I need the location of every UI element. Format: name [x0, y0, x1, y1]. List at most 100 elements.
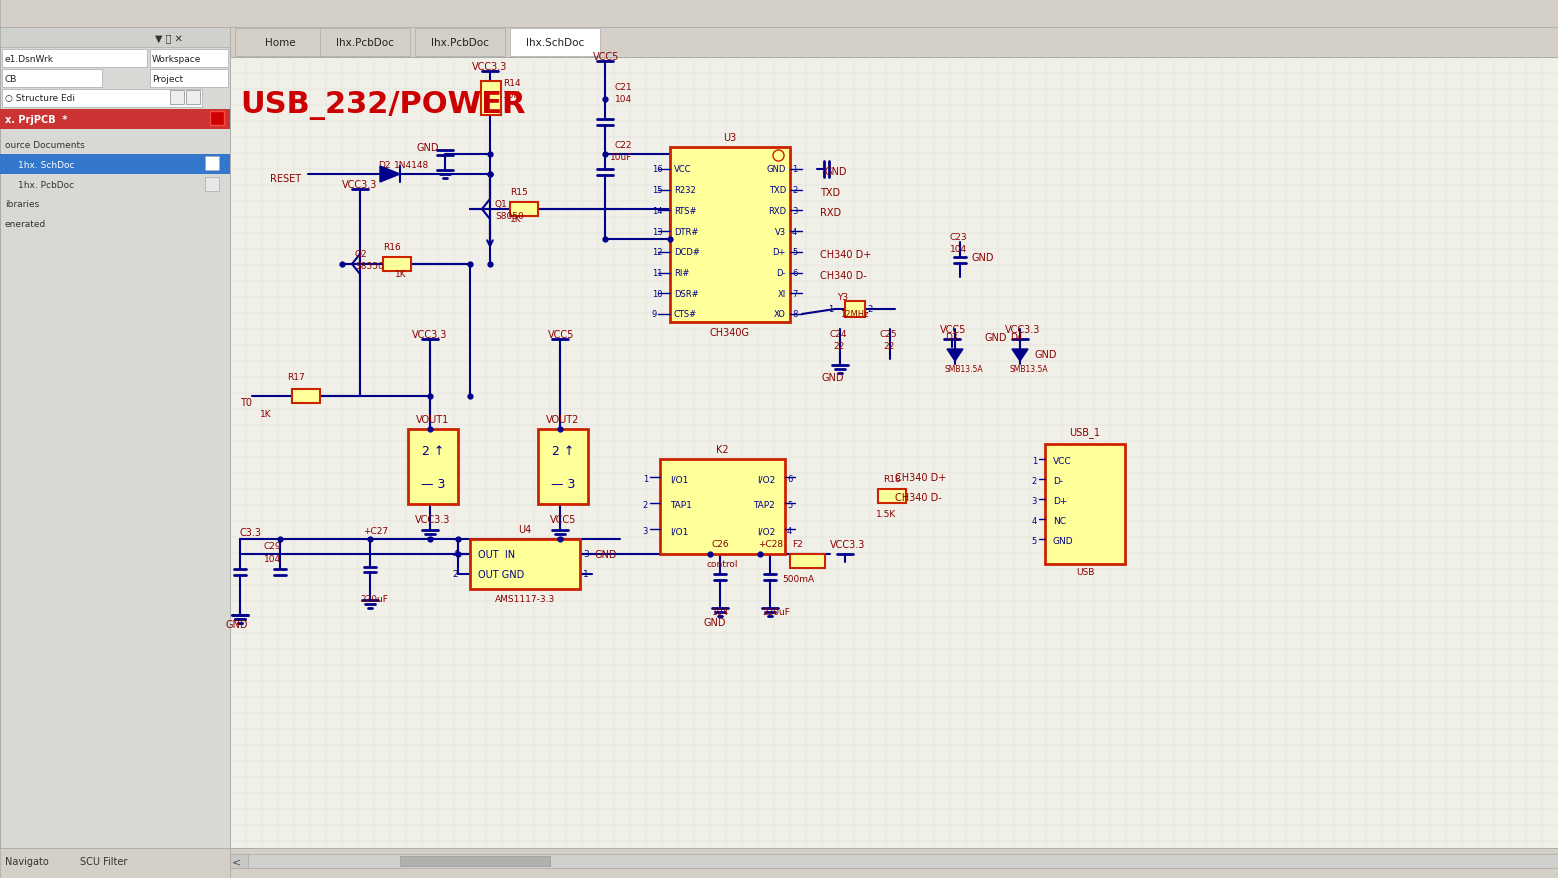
Text: C23: C23 — [950, 233, 968, 242]
Bar — [2, 90, 203, 108]
Text: DTR#: DTR# — [675, 227, 698, 236]
Text: ▼ 🗘 ✕: ▼ 🗘 ✕ — [154, 33, 182, 43]
Text: TAP2: TAP2 — [753, 501, 774, 510]
Text: 104: 104 — [615, 96, 633, 104]
Bar — [538, 429, 587, 505]
Text: VCC5: VCC5 — [594, 52, 620, 62]
Text: GND: GND — [985, 333, 1008, 342]
Text: 1K: 1K — [260, 410, 271, 419]
Text: VCC3.3: VCC3.3 — [411, 329, 447, 340]
Bar — [150, 50, 227, 68]
Text: 1: 1 — [1031, 457, 1038, 466]
Text: U3: U3 — [723, 133, 737, 143]
Text: 1: 1 — [583, 570, 589, 579]
Text: 4: 4 — [787, 527, 793, 536]
Text: 4: 4 — [1031, 517, 1038, 526]
Text: C25: C25 — [880, 330, 897, 339]
Text: R15: R15 — [509, 188, 528, 198]
Text: OUT GND: OUT GND — [478, 569, 523, 579]
Text: VCC3.3: VCC3.3 — [343, 180, 377, 190]
Text: GND: GND — [595, 550, 617, 559]
Bar — [2, 70, 101, 88]
Text: U4: U4 — [519, 524, 531, 535]
Text: GND: GND — [821, 372, 844, 383]
Text: SCU Filter: SCU Filter — [79, 856, 128, 866]
Text: D2: D2 — [379, 161, 391, 169]
Text: 11: 11 — [651, 269, 662, 277]
Text: AMS1117-3.3: AMS1117-3.3 — [495, 594, 555, 604]
Text: x. PrjPCB  *: x. PrjPCB * — [5, 115, 67, 125]
Text: C21: C21 — [615, 83, 633, 92]
Text: 5: 5 — [1031, 536, 1038, 546]
Text: TXD: TXD — [820, 188, 840, 198]
Text: R18: R18 — [883, 475, 901, 484]
Text: 2 ↑: 2 ↑ — [422, 445, 444, 458]
Text: VCC3.3: VCC3.3 — [472, 62, 508, 72]
Text: 1K: 1K — [509, 215, 522, 224]
Text: XI: XI — [777, 290, 785, 299]
Bar — [150, 70, 227, 88]
Text: 9: 9 — [651, 310, 657, 319]
Text: lhx.PcbDoc: lhx.PcbDoc — [337, 38, 394, 48]
Text: 4: 4 — [452, 550, 458, 559]
Text: 10: 10 — [651, 290, 662, 299]
Text: OUT  IN: OUT IN — [478, 550, 516, 559]
Text: CH340G: CH340G — [710, 327, 749, 338]
Text: GND: GND — [767, 165, 785, 175]
Text: I/O1: I/O1 — [670, 475, 689, 484]
Bar — [1045, 444, 1125, 565]
Text: ibraries: ibraries — [5, 200, 39, 209]
Text: lhx.SchDoc: lhx.SchDoc — [527, 38, 584, 48]
Text: RI#: RI# — [675, 269, 689, 277]
Text: R16: R16 — [383, 243, 400, 252]
Text: XO: XO — [774, 310, 785, 319]
Bar — [844, 302, 865, 318]
Text: R14: R14 — [503, 79, 520, 89]
Text: GND: GND — [1053, 536, 1073, 546]
Text: 1N4148: 1N4148 — [394, 161, 430, 169]
Bar — [0, 155, 231, 175]
Text: 2: 2 — [1031, 477, 1038, 486]
Text: 104: 104 — [263, 555, 280, 564]
Text: 13: 13 — [651, 227, 662, 236]
Text: Home: Home — [265, 38, 296, 48]
Text: RXD: RXD — [820, 208, 841, 218]
Bar — [0, 0, 1558, 28]
Text: VCC3.3: VCC3.3 — [1005, 325, 1041, 335]
Text: 3: 3 — [791, 206, 798, 216]
Polygon shape — [947, 349, 963, 362]
Text: 1: 1 — [643, 475, 648, 484]
Text: S8550: S8550 — [355, 263, 383, 271]
Text: CH340 D+: CH340 D+ — [820, 249, 871, 260]
Bar — [0, 848, 231, 878]
Text: Project: Project — [153, 75, 184, 83]
Text: enerated: enerated — [5, 220, 47, 229]
Text: VCC5: VCC5 — [550, 515, 576, 524]
Text: 14: 14 — [651, 206, 662, 216]
Text: 1: 1 — [827, 306, 834, 314]
Text: F2: F2 — [793, 540, 804, 549]
Text: TXD: TXD — [768, 186, 785, 195]
Bar — [231, 58, 1558, 848]
Text: 16: 16 — [651, 165, 662, 175]
Text: 2: 2 — [643, 501, 648, 510]
Text: 2 ↑: 2 ↑ — [552, 445, 575, 458]
Text: SMB13.5A: SMB13.5A — [946, 365, 983, 374]
Text: USB_1: USB_1 — [1069, 427, 1100, 438]
Text: VOUT1: VOUT1 — [416, 414, 450, 425]
Text: VCC5: VCC5 — [548, 329, 575, 340]
Text: D3: D3 — [946, 333, 958, 342]
Bar — [383, 258, 411, 271]
Text: S8050: S8050 — [495, 212, 523, 221]
Text: TAP1: TAP1 — [670, 501, 692, 510]
Text: RESET: RESET — [270, 174, 301, 184]
Text: 5: 5 — [787, 501, 793, 510]
Text: DSR#: DSR# — [675, 290, 698, 299]
Text: CH340 D+: CH340 D+ — [894, 472, 946, 482]
Text: 12: 12 — [651, 248, 662, 257]
Text: 220uF: 220uF — [762, 608, 790, 617]
Text: USB_232/POWER: USB_232/POWER — [240, 90, 525, 119]
Bar — [206, 157, 220, 171]
Text: 3: 3 — [642, 527, 648, 536]
Text: R17: R17 — [287, 373, 305, 382]
